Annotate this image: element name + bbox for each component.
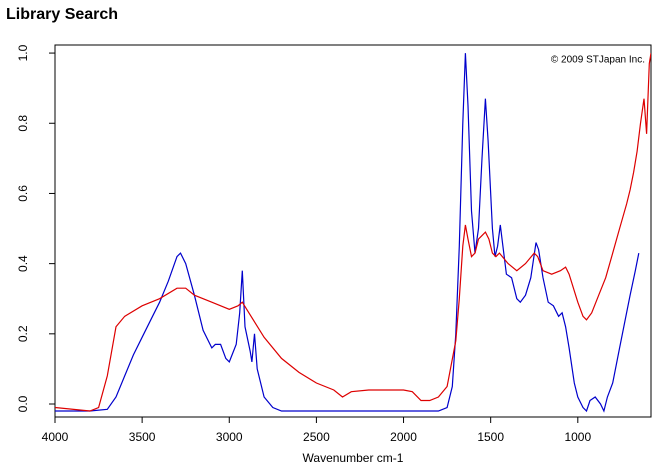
annotation: © 2009 STJapan Inc. [551,55,645,66]
x-tick-label: 3000 [216,430,243,444]
x-tick-label: 2000 [390,430,417,444]
y-tick-label: 1.0 [16,44,30,61]
x-tick-label: 2500 [303,430,330,444]
y-tick-label: 0.0 [16,395,30,412]
spectrum-line [55,53,651,412]
x-tick-label: 4000 [42,430,69,444]
x-tick-label: 1000 [564,430,591,444]
plot-frame [54,44,652,418]
y-tick-label: 0.2 [16,325,30,342]
y-tick-label: 0.6 [16,185,30,202]
y-tick-label: 0.8 [16,115,30,132]
y-tick-label: 0.4 [16,255,30,272]
plot-lines [55,53,651,413]
chart-title: Library Search [6,6,118,23]
x-tick-label: 1500 [477,430,504,444]
x-tick-label: 3500 [129,430,156,444]
spectrum-line [55,53,640,413]
x-axis-label: Wavenumber cm-1 [303,451,404,465]
